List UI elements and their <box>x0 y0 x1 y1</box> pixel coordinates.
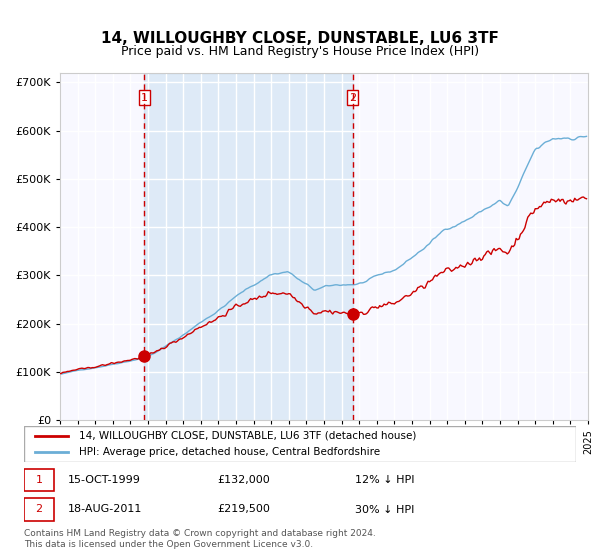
Text: 2: 2 <box>35 505 43 515</box>
Text: 30% ↓ HPI: 30% ↓ HPI <box>355 505 415 515</box>
Text: 18-AUG-2011: 18-AUG-2011 <box>68 505 143 515</box>
Text: 1: 1 <box>35 475 43 485</box>
Text: 1: 1 <box>141 92 148 102</box>
FancyBboxPatch shape <box>24 498 55 521</box>
Text: £132,000: £132,000 <box>217 475 270 485</box>
FancyBboxPatch shape <box>24 469 55 491</box>
Text: HPI: Average price, detached house, Central Bedfordshire: HPI: Average price, detached house, Cent… <box>79 447 380 457</box>
Text: 14, WILLOUGHBY CLOSE, DUNSTABLE, LU6 3TF (detached house): 14, WILLOUGHBY CLOSE, DUNSTABLE, LU6 3TF… <box>79 431 416 441</box>
Text: 14, WILLOUGHBY CLOSE, DUNSTABLE, LU6 3TF: 14, WILLOUGHBY CLOSE, DUNSTABLE, LU6 3TF <box>101 31 499 46</box>
FancyBboxPatch shape <box>24 426 576 462</box>
Text: Contains HM Land Registry data © Crown copyright and database right 2024.
This d: Contains HM Land Registry data © Crown c… <box>24 529 376 549</box>
Text: 15-OCT-1999: 15-OCT-1999 <box>68 475 141 485</box>
Text: Price paid vs. HM Land Registry's House Price Index (HPI): Price paid vs. HM Land Registry's House … <box>121 45 479 58</box>
Text: £219,500: £219,500 <box>217 505 270 515</box>
Bar <box>144 73 353 420</box>
Text: 2: 2 <box>349 92 356 102</box>
Text: 12% ↓ HPI: 12% ↓ HPI <box>355 475 415 485</box>
